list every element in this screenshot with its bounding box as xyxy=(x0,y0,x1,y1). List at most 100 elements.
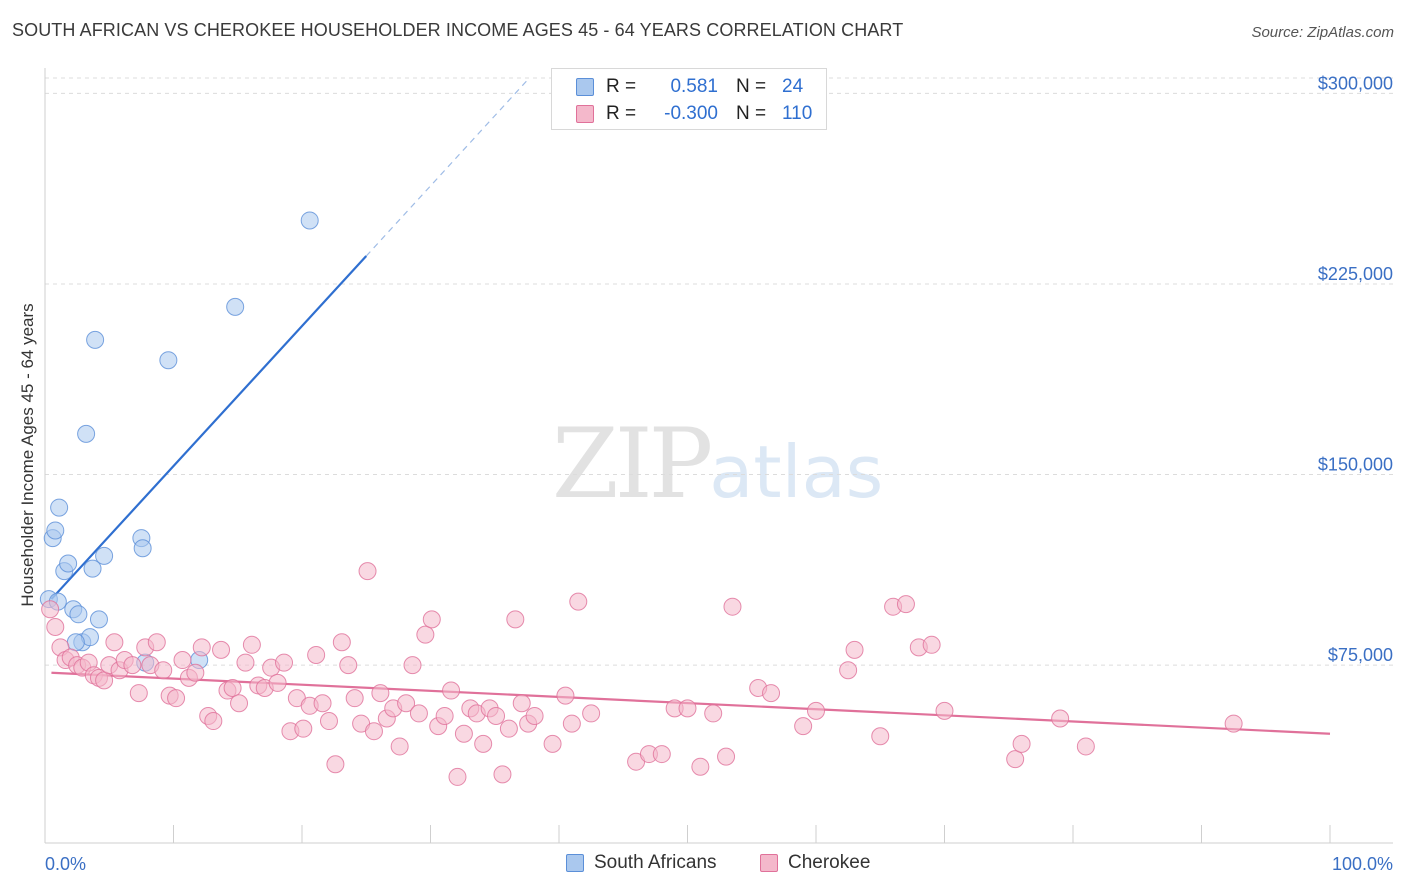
data-point xyxy=(512,694,531,713)
legend-r-label: R = xyxy=(606,76,637,97)
source-label: Source: ZipAtlas.com xyxy=(1251,24,1394,41)
data-point xyxy=(474,734,493,753)
data-point xyxy=(307,645,326,664)
axis-labels: $75,000 $150,000 $225,000 $300,000 0.0% 100.0… xyxy=(18,73,1393,874)
correlation-legend: R = 0.581 N = 24 R = -0.300 N = 110 xyxy=(551,68,827,130)
data-point xyxy=(95,671,114,690)
data-point xyxy=(268,673,287,692)
data-point xyxy=(704,704,723,723)
data-point xyxy=(319,712,338,731)
data-point xyxy=(762,684,781,703)
series-legend: South Africans Cherokee xyxy=(0,852,1406,876)
data-point xyxy=(871,727,890,746)
trend-line-extension xyxy=(365,80,528,257)
legend-row-cherokee: R = -0.300 N = 110 xyxy=(576,102,812,126)
data-point xyxy=(1051,709,1070,728)
data-point xyxy=(86,330,105,349)
data-point xyxy=(397,694,416,713)
data-point xyxy=(105,633,124,652)
series-south-africans xyxy=(39,211,319,672)
data-point xyxy=(506,610,525,629)
data-point xyxy=(345,689,364,708)
data-point xyxy=(332,633,351,652)
data-point xyxy=(652,745,671,764)
legend-swatch-cherokee xyxy=(576,105,594,123)
data-point xyxy=(678,699,697,718)
data-point xyxy=(83,559,102,578)
data-point xyxy=(223,679,242,697)
data-point xyxy=(371,684,390,703)
data-point xyxy=(454,724,473,743)
data-point xyxy=(845,640,864,659)
series-legend-south-africans[interactable]: South Africans xyxy=(566,852,717,874)
data-point xyxy=(543,734,562,753)
x-tick-label: 100.0% xyxy=(1332,854,1393,874)
watermark-zip: ZIP xyxy=(552,408,713,520)
series-swatch-south-africans xyxy=(566,854,584,872)
data-point xyxy=(525,706,544,725)
watermark-atlas: atlas xyxy=(709,430,884,514)
legend-r-value: -0.300 xyxy=(664,103,718,124)
data-point xyxy=(300,211,319,230)
legend-n-label: N = xyxy=(736,103,767,124)
data-point xyxy=(192,638,211,657)
data-point xyxy=(46,521,65,540)
data-point xyxy=(499,719,518,738)
data-point xyxy=(69,605,88,624)
data-point xyxy=(313,694,332,713)
data-point xyxy=(794,717,813,736)
data-point xyxy=(723,597,742,616)
data-point xyxy=(1006,750,1025,769)
data-point xyxy=(390,737,409,756)
data-point xyxy=(717,747,736,766)
data-point xyxy=(487,706,506,725)
series-label: South Africans xyxy=(594,852,717,873)
data-point xyxy=(326,755,345,774)
data-point xyxy=(556,686,575,705)
data-point xyxy=(66,633,85,652)
data-point xyxy=(204,712,223,731)
data-point xyxy=(562,714,581,733)
legend-n-value: 110 xyxy=(782,103,813,124)
y-axis-title: Householder Income Ages 45 - 64 years xyxy=(18,303,37,606)
trend-line-south-africans xyxy=(50,255,368,600)
data-point xyxy=(133,539,152,558)
data-point xyxy=(236,653,255,672)
legend-n-label: N = xyxy=(736,76,767,97)
legend-n-value: 24 xyxy=(782,76,804,97)
data-point xyxy=(339,656,358,675)
data-point xyxy=(123,656,142,675)
x-tick-label: 0.0% xyxy=(45,854,86,874)
data-point xyxy=(212,640,231,659)
data-point xyxy=(569,592,588,611)
data-point xyxy=(41,600,60,619)
data-point xyxy=(896,595,915,614)
data-point xyxy=(403,656,422,675)
legend-r-value: 0.581 xyxy=(670,76,718,97)
y-tick-label: $75,000 xyxy=(1328,645,1393,665)
data-point xyxy=(582,704,601,723)
grid-lines xyxy=(45,77,1393,666)
data-point xyxy=(691,757,710,776)
data-point xyxy=(364,722,383,741)
chart-title: SOUTH AFRICAN VS CHEROKEE HOUSEHOLDER IN… xyxy=(12,20,904,40)
data-point xyxy=(242,635,261,654)
data-point xyxy=(422,610,441,629)
legend-r-label: R = xyxy=(606,103,637,124)
data-point xyxy=(1076,737,1095,756)
data-point xyxy=(226,297,245,316)
data-point xyxy=(409,704,428,723)
data-point xyxy=(154,661,173,680)
series-cherokee xyxy=(41,562,1243,786)
data-point xyxy=(59,554,78,573)
y-tick-label: $150,000 xyxy=(1318,455,1393,475)
series-legend-cherokee[interactable]: Cherokee xyxy=(760,852,870,874)
data-point xyxy=(807,701,825,720)
data-point xyxy=(1012,734,1031,753)
data-point xyxy=(435,706,454,725)
data-point xyxy=(129,684,148,703)
data-point xyxy=(167,689,186,708)
data-point xyxy=(147,633,166,652)
watermark: ZIPatlas xyxy=(552,408,883,520)
